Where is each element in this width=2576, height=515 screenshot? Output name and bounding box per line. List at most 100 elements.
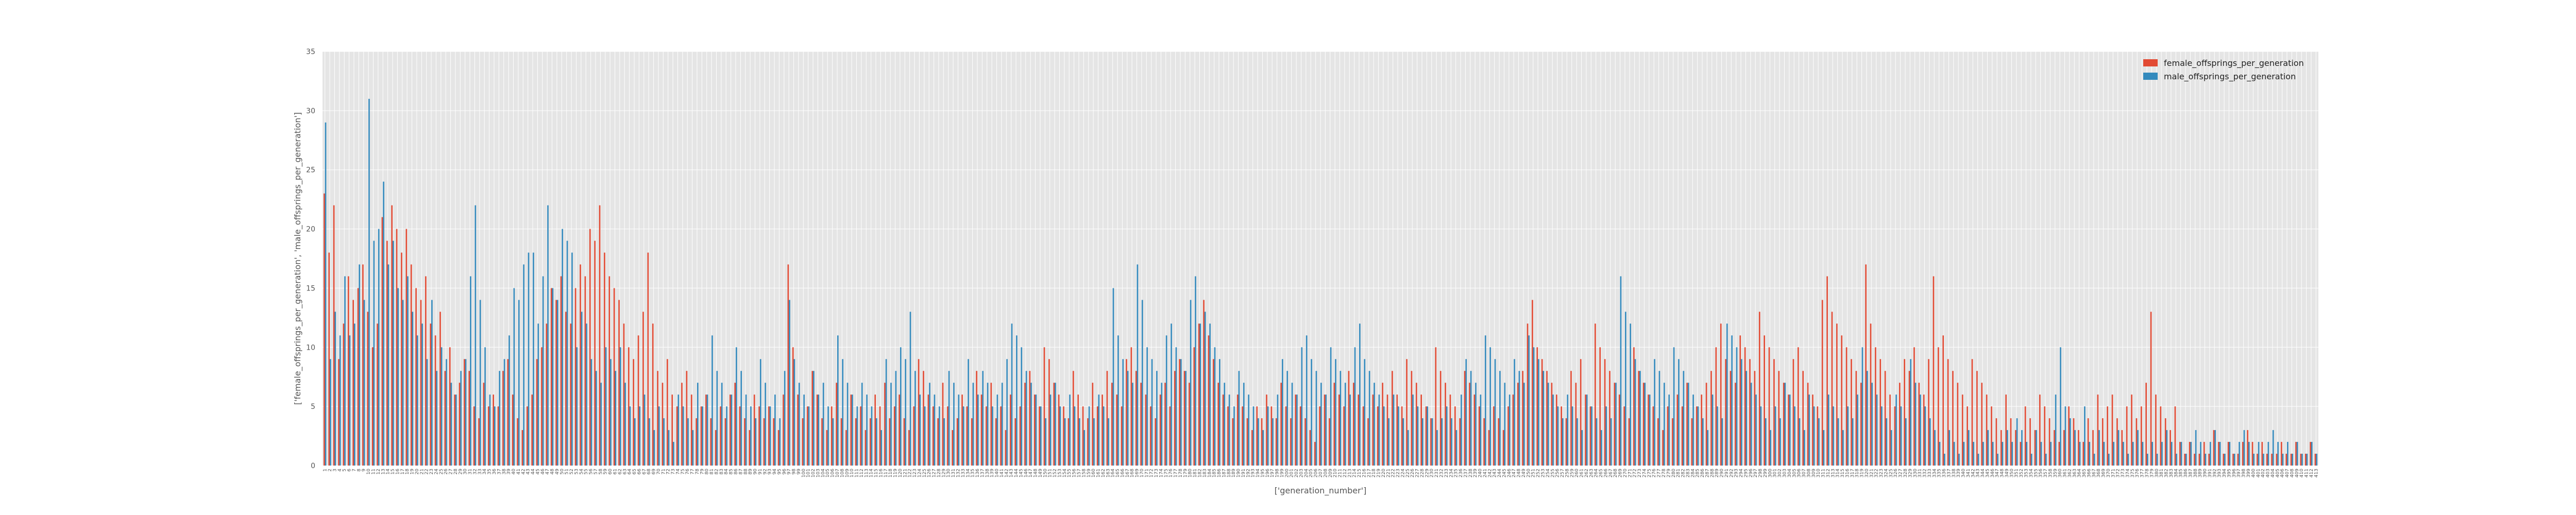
x-tick-label: 39 bbox=[506, 469, 512, 475]
bar-female bbox=[1406, 359, 1408, 466]
bar-male bbox=[1441, 418, 1443, 466]
bar-female bbox=[1459, 418, 1461, 466]
x-tick-label: 104 bbox=[821, 469, 826, 477]
bar-female bbox=[676, 406, 678, 466]
x-tick-label: 207 bbox=[1318, 469, 1324, 477]
bar-male bbox=[1567, 394, 1569, 466]
bar-female bbox=[1232, 418, 1234, 466]
bar-male bbox=[1953, 442, 1955, 466]
bar-male bbox=[721, 383, 723, 466]
bar-female bbox=[1449, 394, 1451, 466]
x-tick-label: 101 bbox=[806, 469, 811, 477]
bar-male bbox=[2084, 406, 2086, 466]
bar-female bbox=[1483, 418, 1485, 466]
x-tick-label: 16 bbox=[395, 469, 400, 475]
bar-male bbox=[1683, 371, 1685, 466]
x-tick-label: 242 bbox=[1487, 469, 1493, 477]
bar-male bbox=[789, 300, 790, 466]
x-tick-label: 235 bbox=[1454, 469, 1459, 477]
bar-male bbox=[1905, 418, 1907, 466]
x-tick-label: 37 bbox=[497, 469, 502, 474]
bar-male bbox=[1233, 406, 1235, 466]
bar-female bbox=[1705, 383, 1707, 466]
x-tick-label: 133 bbox=[961, 469, 966, 477]
bar-female bbox=[1213, 359, 1214, 466]
bar-male bbox=[1127, 371, 1129, 466]
bar-female bbox=[1995, 418, 1997, 466]
bar-female bbox=[1821, 300, 1823, 466]
x-tick-label: 137 bbox=[980, 469, 985, 477]
bar-male bbox=[871, 406, 873, 466]
bar-female bbox=[816, 394, 818, 466]
bar-female bbox=[1256, 406, 1258, 466]
bar-female bbox=[724, 418, 726, 466]
bar-male bbox=[1533, 347, 1535, 466]
bar-male bbox=[1509, 394, 1511, 466]
x-tick-label: 410 bbox=[2299, 469, 2304, 477]
bar-male bbox=[562, 229, 563, 466]
x-tick-label: 55 bbox=[584, 469, 589, 474]
bar-male bbox=[1248, 394, 1249, 466]
bar-male bbox=[1605, 406, 1607, 466]
x-tick-label: 399 bbox=[2246, 469, 2251, 477]
bar-male bbox=[455, 394, 457, 466]
bar-male bbox=[2127, 454, 2129, 466]
bar-female bbox=[1208, 335, 1210, 466]
x-tick-label: 31 bbox=[468, 469, 473, 474]
bar-male bbox=[334, 312, 336, 466]
bar-male bbox=[1306, 335, 1308, 466]
y-axis-ticks: 0 5 10 15 20 25 30 35 bbox=[306, 48, 315, 470]
x-tick-label: 274 bbox=[1642, 469, 1647, 477]
x-tick-label: 96 bbox=[782, 469, 787, 475]
bar-male bbox=[2069, 418, 2071, 466]
x-tick-label: 373 bbox=[2121, 469, 2126, 477]
x-tick-label: 123 bbox=[912, 469, 918, 477]
bar-female bbox=[1445, 383, 1446, 466]
bar-male bbox=[1707, 430, 1709, 466]
bar-male bbox=[2147, 454, 2148, 466]
bar-male bbox=[750, 406, 752, 466]
bar-male bbox=[663, 418, 665, 466]
x-tick-label: 1 bbox=[323, 469, 328, 472]
x-tick-label: 221 bbox=[1386, 469, 1391, 477]
x-tick-label: 48 bbox=[550, 469, 555, 475]
bar-female bbox=[1561, 406, 1563, 466]
bar-female bbox=[923, 371, 924, 466]
bar-female bbox=[584, 276, 586, 466]
x-tick-label: 88 bbox=[743, 469, 749, 475]
x-tick-label: 384 bbox=[2174, 469, 2179, 477]
x-tick-label: 299 bbox=[1763, 469, 1768, 477]
bar-male bbox=[1407, 430, 1409, 466]
x-tick-label: 220 bbox=[1381, 469, 1386, 477]
bar-female bbox=[1033, 394, 1036, 466]
bar-female bbox=[2111, 394, 2113, 466]
bar-male bbox=[2239, 442, 2240, 466]
x-tick-label: 58 bbox=[598, 469, 603, 475]
x-tick-label: 185 bbox=[1212, 469, 1217, 477]
bar-male bbox=[523, 264, 524, 466]
bar-female bbox=[739, 406, 741, 466]
bar-male bbox=[948, 371, 950, 466]
x-tick-label: 300 bbox=[1768, 469, 1773, 477]
bar-female bbox=[1082, 406, 1084, 466]
bar-female bbox=[415, 288, 417, 466]
x-tick-label: 360 bbox=[2058, 469, 2063, 477]
bar-female bbox=[2048, 418, 2050, 466]
bar-male bbox=[566, 241, 568, 466]
bar-male bbox=[571, 252, 573, 466]
bar-female bbox=[401, 252, 402, 466]
bar-female bbox=[855, 418, 857, 466]
x-tick-label: 99 bbox=[796, 469, 802, 475]
bar-female bbox=[2155, 394, 2157, 466]
x-tick-label: 374 bbox=[2125, 469, 2130, 477]
bar-male bbox=[2108, 454, 2110, 466]
bar-female bbox=[1870, 323, 1872, 466]
x-tick-label: 183 bbox=[1202, 469, 1208, 477]
x-tick-label: 64 bbox=[628, 469, 633, 475]
bar-female bbox=[715, 430, 717, 466]
bar-male bbox=[2306, 454, 2308, 466]
x-tick-label: 308 bbox=[1806, 469, 1811, 477]
bar-female bbox=[454, 394, 455, 466]
bar-male bbox=[2117, 430, 2120, 466]
x-tick-label: 247 bbox=[1512, 469, 1517, 477]
